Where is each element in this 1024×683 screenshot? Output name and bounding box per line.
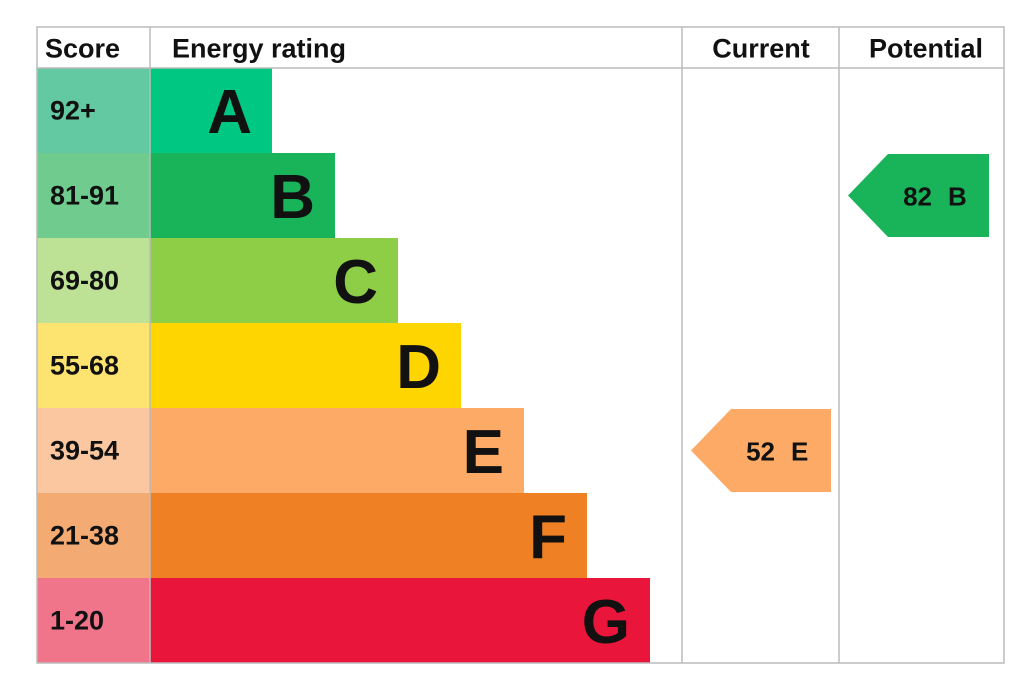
band-bar (150, 493, 587, 578)
band-bar (150, 153, 335, 238)
current-arrow (691, 409, 831, 492)
score-cell (37, 68, 150, 153)
header-label: Score (45, 34, 120, 64)
band-letter: E (463, 418, 504, 487)
band-letter: B (270, 163, 315, 232)
score-cell (37, 153, 150, 238)
score-label: 21-38 (50, 521, 119, 551)
header-label: Energy rating (172, 34, 346, 64)
score-cell (37, 578, 150, 663)
score-cell (37, 408, 150, 493)
band-letter: F (529, 503, 567, 572)
score-label: 81-91 (50, 181, 119, 211)
score-label: 55-68 (50, 351, 119, 381)
score-cell (37, 238, 150, 323)
header-label: Potential (869, 34, 983, 64)
band-bar (150, 578, 650, 663)
current-rating: E (791, 437, 808, 467)
score-cell (37, 323, 150, 408)
table-border (36, 26, 1005, 664)
header-label: Current (712, 34, 810, 64)
potential-rating: B (948, 182, 967, 212)
band-bar (150, 238, 398, 323)
band-letter: A (207, 78, 252, 147)
band-bar (150, 68, 272, 153)
band-letter: C (333, 248, 378, 317)
potential-arrow (848, 154, 989, 237)
score-label: 69-80 (50, 266, 119, 296)
current-value: 52 (746, 437, 775, 467)
score-cell (37, 493, 150, 578)
score-label: 92+ (50, 96, 96, 126)
band-letter: D (396, 333, 441, 402)
band-bar (150, 323, 461, 408)
score-label: 39-54 (50, 436, 119, 466)
band-bar (150, 408, 524, 493)
score-label: 1-20 (50, 606, 104, 636)
band-letter: G (582, 588, 630, 657)
potential-value: 82 (903, 182, 932, 212)
